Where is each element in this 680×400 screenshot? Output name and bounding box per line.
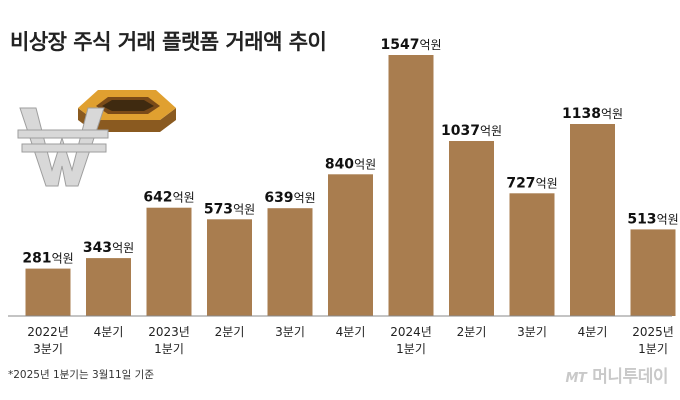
- x-tick-label: 3분기: [33, 342, 63, 356]
- x-tick-label: 4분기: [578, 325, 608, 339]
- value-label: 639억원: [264, 190, 315, 206]
- bar: [267, 208, 313, 316]
- value-label: 1138억원: [562, 106, 623, 122]
- bar: [328, 174, 373, 316]
- footnote: *2025년 1분기는 3월11일 기준: [8, 369, 154, 381]
- value-label: 281억원: [22, 251, 73, 267]
- x-tick-label: 1분기: [154, 342, 184, 356]
- bar: [449, 141, 494, 316]
- x-tick-label: 4분기: [94, 325, 124, 339]
- x-tick-label: 2분기: [215, 325, 245, 339]
- value-label: 642억원: [143, 190, 194, 206]
- chart-title: 비상장 주식 거래 플랫폼 거래액 추이: [10, 30, 327, 54]
- value-label: 840억원: [325, 156, 376, 172]
- x-tick-label: 4분기: [336, 325, 366, 339]
- bar: [570, 124, 615, 316]
- value-labels-layer: 281억원 343억원 642억원 573억원 639억원 840억원 1547억원 1037…: [22, 37, 678, 267]
- value-label: 1037억원: [441, 123, 502, 139]
- value-label: 343억원: [83, 240, 134, 256]
- x-tick-label: 3분기: [275, 325, 305, 339]
- bars-layer: [25, 55, 676, 316]
- x-tick-label: 1분기: [396, 342, 426, 356]
- bar: [630, 229, 676, 316]
- bar: [388, 55, 434, 316]
- x-tick-label: 2022년: [27, 325, 69, 339]
- value-label: 1547억원: [380, 37, 441, 53]
- source-logo-mark: MT: [565, 371, 587, 386]
- x-tick-label: 2분기: [457, 325, 487, 339]
- bar: [146, 207, 192, 316]
- bar: [25, 268, 71, 316]
- x-tick-label: 2025년: [632, 325, 674, 339]
- bar: [509, 193, 555, 316]
- x-tick-labels-layer: 2022년 3분기 4분기 2023년 1분기 2분기 3분기 4분기 2024년 1분기 2분기 3…: [27, 325, 674, 356]
- bar: [86, 258, 131, 316]
- x-tick-label: 2023년: [148, 325, 190, 339]
- value-label: 573억원: [204, 201, 255, 217]
- x-tick-label: 3분기: [517, 325, 547, 339]
- x-tick-label: 1분기: [638, 342, 668, 356]
- bar: [207, 219, 252, 316]
- won-coin-icon: [17, 90, 176, 187]
- source-logo: MT 머니투데이: [565, 362, 668, 387]
- value-label: 727억원: [506, 175, 557, 191]
- x-tick-label: 2024년: [390, 325, 432, 339]
- value-label: 513억원: [627, 211, 678, 227]
- source-logo-name: 머니투데이: [592, 367, 668, 387]
